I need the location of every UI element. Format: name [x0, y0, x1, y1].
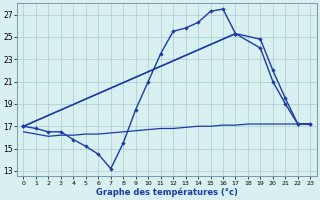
X-axis label: Graphe des températures (°c): Graphe des températures (°c)	[96, 187, 238, 197]
